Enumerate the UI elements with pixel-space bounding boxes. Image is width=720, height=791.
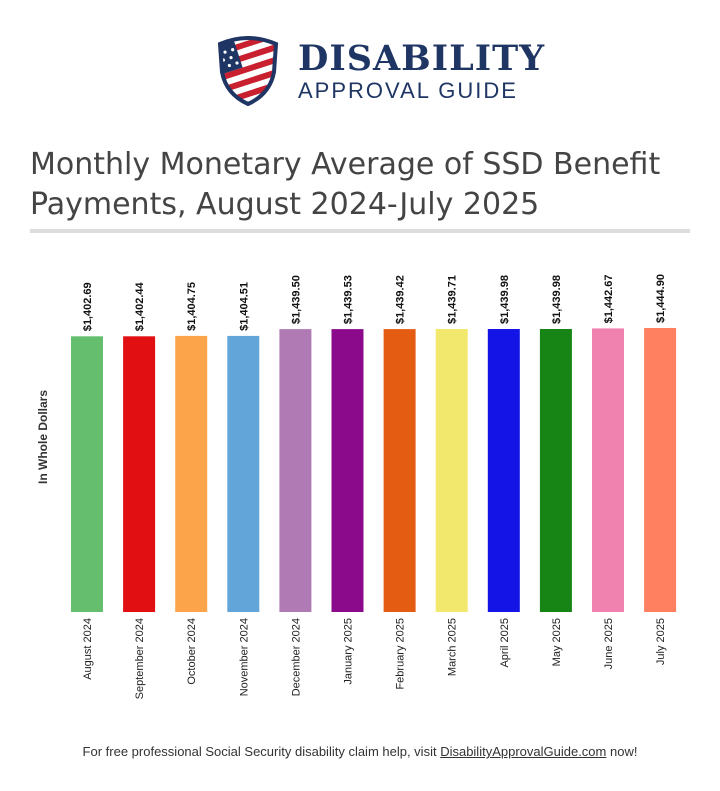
bar-9 <box>539 329 572 612</box>
x-tick-label: October 2024 <box>186 618 198 685</box>
x-tick-label: March 2025 <box>447 618 459 676</box>
bar-6 <box>383 329 416 612</box>
x-tick-label: June 2025 <box>603 618 615 669</box>
bar-7 <box>435 329 468 612</box>
bar-4 <box>279 329 312 612</box>
x-tick-label: November 2024 <box>238 618 250 696</box>
bar-value-label: $1,404.75 <box>186 282 198 331</box>
us-flag-shield-icon <box>217 36 279 106</box>
footer-link[interactable]: DisabilityApprovalGuide.com <box>440 744 607 759</box>
bar-value-label: $1,442.67 <box>603 274 615 323</box>
bar-10 <box>592 328 624 612</box>
bar-value-label: $1,439.98 <box>551 275 563 324</box>
bar-value-label: $1,439.98 <box>499 275 511 324</box>
bar-value-label: $1,402.69 <box>82 282 94 331</box>
x-tick-label: September 2024 <box>134 618 146 699</box>
bar-value-label: $1,439.71 <box>447 275 459 324</box>
bar-value-label: $1,439.50 <box>290 275 302 324</box>
site-logo[interactable]: DISABILITY APPROVAL GUIDE <box>214 36 544 108</box>
x-tick-label: December 2024 <box>290 618 302 696</box>
bar-chart: In Whole Dollars $1,402.69 $1,402.44 $1,40… <box>36 274 677 699</box>
bar-1 <box>123 336 156 612</box>
bar-0 <box>71 336 103 612</box>
bar-value-label: $1,439.42 <box>395 275 407 324</box>
bar-2 <box>175 335 208 612</box>
x-tick-label: April 2025 <box>499 618 511 668</box>
bar-3 <box>227 335 260 612</box>
bar-5 <box>331 329 364 612</box>
bar-value-label: $1,439.53 <box>343 275 355 324</box>
y-axis-label: In Whole Dollars <box>36 390 50 484</box>
x-tick-label: February 2025 <box>395 618 407 690</box>
logo-line2: APPROVAL GUIDE <box>298 78 518 103</box>
footer-text-end: now! <box>606 744 638 759</box>
bar-11 <box>644 328 677 612</box>
x-tick-label: January 2025 <box>343 618 355 685</box>
bar-value-label: $1,404.51 <box>238 282 250 331</box>
bar-value-label: $1,402.44 <box>134 281 146 331</box>
chart-title: Monthly Monetary Average of SSD Benefit … <box>30 147 661 222</box>
bar-value-label: $1,444.90 <box>655 274 667 323</box>
x-tick-label: July 2025 <box>655 618 667 665</box>
footer: For free professional Social Security di… <box>0 744 720 759</box>
bar-8 <box>487 329 520 612</box>
title-divider <box>30 229 690 233</box>
x-tick-label: August 2024 <box>82 618 94 680</box>
x-tick-label: May 2025 <box>551 618 563 666</box>
footer-text: For free professional Social Security di… <box>82 744 441 759</box>
logo-line1: DISABILITY <box>298 38 546 79</box>
